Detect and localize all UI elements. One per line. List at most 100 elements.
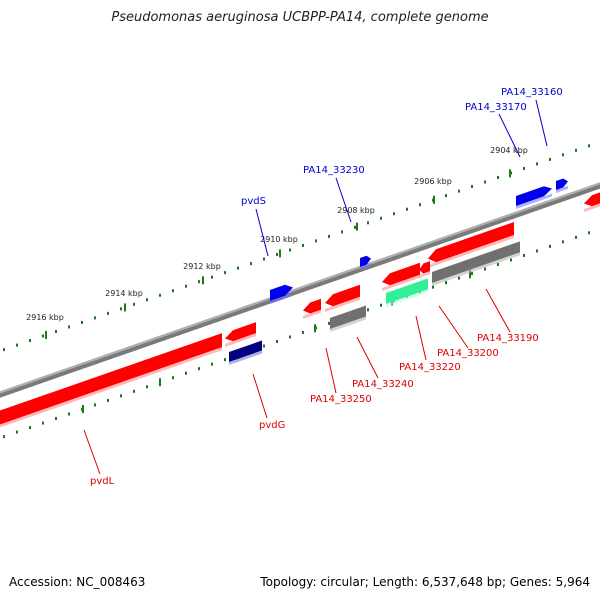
scale-tick-label: 2910 kbp [260, 235, 298, 244]
track-dot-outer [562, 153, 564, 157]
gene-right-edge [584, 192, 600, 207]
track-dot-outer [419, 203, 421, 207]
track-dot-inner [471, 272, 473, 276]
scale-ticks: 2904 kbp 2906 kbp 2908 kbp 2910 kbp 2912 kbp… [26, 146, 528, 414]
gene-pa14-33200 [419, 261, 430, 274]
gene-pa14-33220 [382, 262, 420, 286]
track-dot-outer [42, 334, 44, 338]
track-dot-outer [289, 248, 291, 252]
gene-pa14-33220-shadow [382, 274, 420, 291]
label-leader-line [252, 373, 268, 419]
gene-pa14-33190-shadow [428, 235, 514, 268]
gene-pa14-33170-shadow [516, 193, 552, 209]
label-leader-line [415, 315, 427, 361]
gene-label-pa14-33160[interactable]: PA14_33160 [501, 87, 563, 98]
gene-pa14-33230 [360, 255, 371, 267]
gene-grey-b [330, 305, 366, 329]
track-dot-inner [276, 339, 278, 343]
track-dot-inner [29, 426, 31, 430]
gene-pvdl-shadow [0, 347, 222, 428]
gene-pvds [270, 284, 293, 301]
track-dot-inner [172, 376, 174, 380]
track-dot-outer [185, 284, 187, 288]
gene-pa14-33230-shadow [360, 263, 371, 270]
gene-pa14-33170 [516, 186, 552, 206]
gene-label-pa14-33220[interactable]: PA14_33220 [399, 362, 461, 373]
track-dot-inner [367, 308, 369, 312]
genome-title: Pseudomonas aeruginosa UCBPP-PA14, compl… [111, 10, 489, 25]
track-dot-inner [445, 281, 447, 285]
gene-label-pa14-33250[interactable]: PA14_33250 [310, 394, 372, 405]
gene-label-pvds[interactable]: pvdS [241, 196, 266, 207]
gene-pa14-33250 [303, 298, 321, 314]
track-dot-outer [81, 320, 83, 324]
track-dot-inner [120, 394, 122, 398]
track-dot-inner [380, 303, 382, 307]
track-dot-outer [302, 243, 304, 247]
label-leader-line [485, 288, 511, 333]
gene-label-pa14-33200[interactable]: PA14_33200 [437, 348, 499, 359]
gene-pvds-shadow [270, 292, 293, 304]
track-dot-outer [341, 230, 343, 234]
track-dot-outer [471, 185, 473, 189]
track-dot-outer [68, 325, 70, 329]
track-dot-inner [55, 416, 57, 420]
label-leader-line [438, 305, 469, 349]
track-dot-inner [458, 276, 460, 280]
track-dot-outer [536, 162, 538, 166]
label-leader-line [356, 336, 379, 379]
gene-label-pa14-33230[interactable]: PA14_33230 [303, 165, 365, 176]
gene-right-edge-shadow [584, 203, 600, 212]
track-dot-inner [575, 235, 577, 239]
scale-tick-label: 2908 kbp [337, 206, 375, 215]
track-dot-inner [185, 371, 187, 375]
gene-pvdg-red [225, 322, 256, 342]
track-dot-inner [302, 330, 304, 334]
track-dot-inner [588, 231, 590, 235]
gene-pa14-33250-shadow [303, 309, 321, 319]
label-leader-line [335, 177, 352, 223]
track-dot-inner [328, 321, 330, 325]
label-leaders [83, 99, 548, 475]
tick-tracks [3, 144, 590, 439]
track-dot-outer [55, 329, 57, 333]
label-leader-line [325, 347, 337, 394]
gene-pa14-33160 [556, 178, 568, 190]
genome-summary-text: Topology: circular; Length: 6,537,648 bp… [260, 575, 590, 589]
track-dot-outer [588, 144, 590, 148]
track-dot-inner [211, 362, 213, 366]
track-dot-outer [354, 225, 356, 229]
gene-green [386, 278, 428, 304]
track-dot-inner [289, 335, 291, 339]
track-dot-outer [575, 148, 577, 152]
gene-labels: PA14_33160 PA14_33170 PA14_33230 pvdS PA… [90, 87, 563, 487]
track-dot-outer [315, 239, 317, 243]
track-dot-inner [198, 367, 200, 371]
scale-tick-label: 2906 kbp [414, 177, 452, 186]
gene-pvdg [229, 340, 262, 362]
gene-label-pa14-33190[interactable]: PA14_33190 [477, 333, 539, 344]
scale-tick-label: 2904 kbp [490, 146, 528, 155]
track-dot-inner [42, 421, 44, 425]
track-dot-inner [146, 385, 148, 389]
track-dot-inner [432, 285, 434, 289]
gene-green-shadow [386, 289, 428, 307]
track-dot-outer [406, 207, 408, 211]
track-dot-outer [237, 266, 239, 270]
gene-pvdg-red-shadow [225, 333, 256, 347]
track-dot-inner [68, 412, 70, 416]
gene-label-pvdg[interactable]: pvdG [259, 420, 285, 431]
track-dot-outer [263, 257, 265, 261]
track-dot-inner [510, 258, 512, 262]
track-dot-inner [3, 435, 5, 439]
gene-pa14-33240 [325, 284, 360, 307]
track-dot-outer [198, 280, 200, 284]
gene-label-pvdl[interactable]: pvdL [90, 476, 115, 487]
gene-label-pa14-33240[interactable]: PA14_33240 [352, 379, 414, 390]
track-dot-outer [224, 271, 226, 275]
gene-label-pa14-33170[interactable]: PA14_33170 [465, 102, 527, 113]
track-dot-outer [3, 348, 5, 352]
track-dot-outer [445, 194, 447, 198]
accession-text: Accession: NC_008463 [9, 575, 146, 589]
